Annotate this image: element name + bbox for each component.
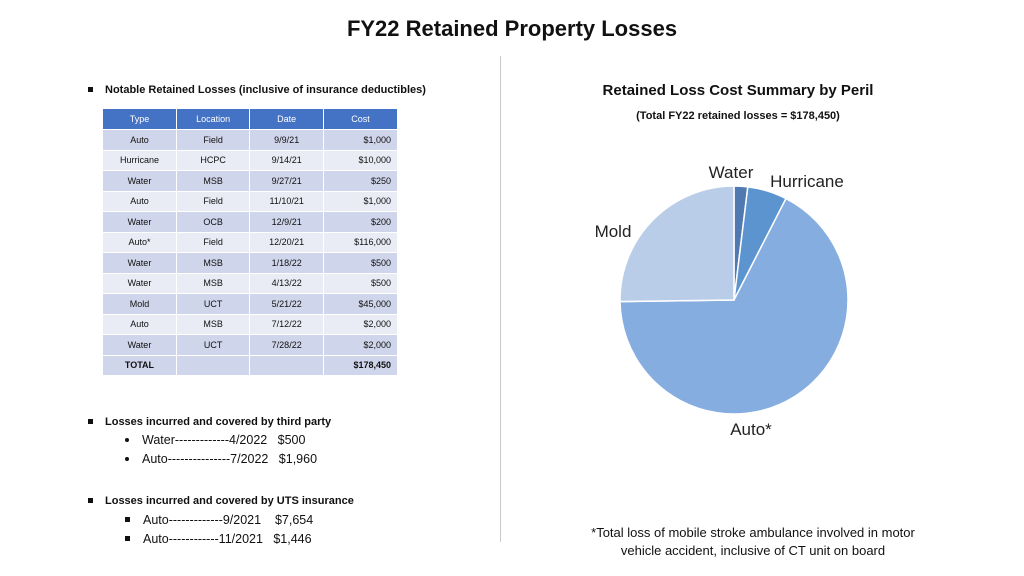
losses-table: Type Location Date Cost Auto Field 9/9/21 $… (102, 108, 398, 376)
column-header-location: Location (175, 108, 251, 130)
pie-label-hurricane: Hurricane (770, 172, 844, 191)
pie-label-water: Water (709, 163, 754, 182)
uts-item: Auto-------------9/2021 $7,654 (143, 513, 314, 527)
cell-date: 9/14/21 (249, 149, 325, 171)
chart-subtitle: (Total FY22 retained losses = $178,450) (636, 110, 840, 122)
cell-location: UCT (175, 293, 251, 315)
square-bullet-icon (125, 517, 130, 523)
cell-cost: $500 (323, 272, 398, 294)
column-header-type: Type (102, 108, 177, 130)
cell-location: HCPC (175, 149, 251, 171)
uts-heading: Losses incurred and covered by UTS insur… (105, 495, 354, 507)
list-item: Auto-------------9/2021 $7,654 (125, 513, 313, 527)
cell-date: 7/28/22 (249, 334, 325, 356)
cell-cost: $1,000 (323, 129, 398, 151)
cell-date: 12/9/21 (249, 211, 325, 233)
chart-title: Retained Loss Cost Summary by Peril (602, 82, 874, 99)
table-total-row: TOTAL $178,450 (102, 354, 398, 376)
table-row: Auto Field 11/10/21 $1,000 (102, 190, 398, 212)
square-bullet-icon (88, 418, 93, 424)
cell-cost: $2,000 (323, 334, 398, 356)
cell-location: MSB (175, 170, 251, 192)
total-empty-cell (175, 354, 251, 376)
notable-heading-row: Notable Retained Losses (inclusive of in… (88, 84, 426, 96)
cell-cost: $116,000 (323, 231, 398, 253)
cell-type: Auto (102, 129, 177, 151)
list-item: Water-------------4/2022 $500 (125, 433, 305, 447)
cell-location: Field (175, 129, 251, 151)
page-title: FY22 Retained Property Losses (346, 16, 678, 41)
total-value: $178,450 (323, 354, 398, 376)
cell-cost: $200 (323, 211, 398, 233)
column-header-cost: Cost (323, 108, 398, 130)
cell-cost: $2,000 (323, 313, 398, 335)
table-header-row: Type Location Date Cost (102, 108, 398, 130)
total-label: TOTAL (102, 354, 177, 376)
list-item: Auto------------11/2021 $1,446 (125, 532, 312, 546)
third-party-heading: Losses incurred and covered by third par… (105, 416, 332, 428)
table-row: Water MSB 9/27/21 $250 (102, 170, 398, 192)
cell-type: Water (102, 272, 177, 294)
third-party-item: Auto---------------7/2022 $1,960 (142, 452, 318, 466)
cell-date: 7/12/22 (249, 313, 325, 335)
notable-heading: Notable Retained Losses (inclusive of in… (105, 84, 426, 96)
cell-type: Auto* (102, 231, 177, 253)
cell-type: Water (102, 334, 177, 356)
dot-bullet-icon (125, 456, 129, 461)
cell-date: 1/18/22 (249, 252, 325, 274)
third-party-heading-row: Losses incurred and covered by third par… (88, 416, 331, 428)
cell-cost: $45,000 (323, 293, 398, 315)
table-row: Water OCB 12/9/21 $200 (102, 211, 398, 233)
cell-cost: $500 (323, 252, 398, 274)
uts-heading-row: Losses incurred and covered by UTS insur… (88, 495, 354, 507)
cell-location: MSB (175, 313, 251, 335)
column-divider (500, 56, 501, 542)
cell-type: Water (102, 211, 177, 233)
cell-cost: $10,000 (323, 149, 398, 171)
cell-location: OCB (175, 211, 251, 233)
total-empty-cell (249, 354, 325, 376)
pie-slice-mold (619, 185, 735, 303)
table-row: Hurricane HCPC 9/14/21 $10,000 (102, 149, 398, 171)
square-bullet-icon (88, 497, 93, 503)
square-bullet-icon (88, 86, 93, 92)
table-row: Auto MSB 7/12/22 $2,000 (102, 313, 398, 335)
dot-bullet-icon (125, 437, 129, 442)
cell-location: Field (175, 190, 251, 212)
cell-cost: $250 (323, 170, 398, 192)
cell-location: UCT (175, 334, 251, 356)
third-party-item: Water-------------4/2022 $500 (142, 433, 306, 447)
pie-label-auto: Auto* (730, 420, 772, 439)
pie-slice-auto (619, 197, 849, 415)
uts-item: Auto------------11/2021 $1,446 (143, 532, 312, 546)
pie-label-mold: Mold (595, 222, 632, 241)
cell-type: Auto (102, 313, 177, 335)
square-bullet-icon (125, 536, 130, 542)
list-item: Auto---------------7/2022 $1,960 (125, 452, 317, 466)
table-row: Mold UCT 5/21/22 $45,000 (102, 293, 398, 315)
cell-type: Water (102, 170, 177, 192)
table-row: Water UCT 7/28/22 $2,000 (102, 334, 398, 356)
footnote: *Total loss of mobile stroke ambulance i… (591, 525, 915, 558)
